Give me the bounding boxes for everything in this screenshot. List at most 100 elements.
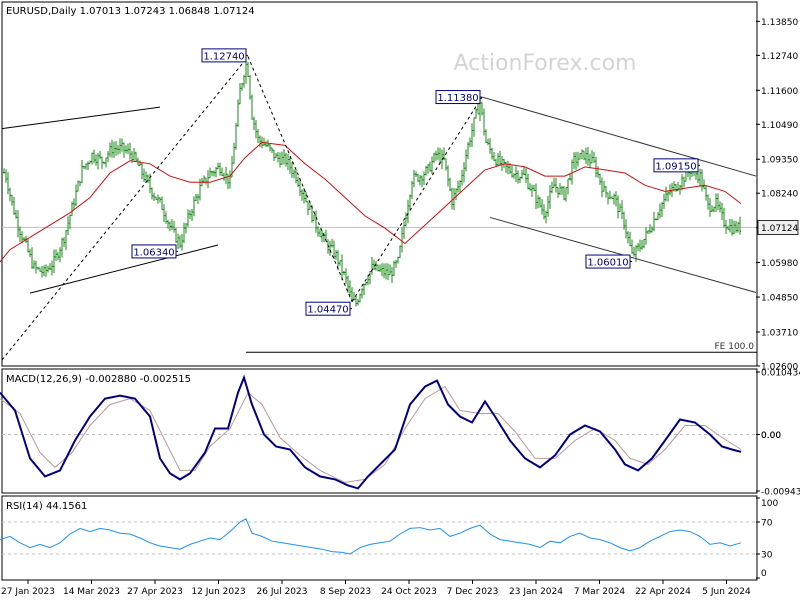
ohlc-bar [263,137,265,146]
ohlc-bar [65,229,67,251]
ohlc-bar [709,197,711,217]
ohlc-bar [183,222,185,244]
ohlc-bar [637,242,639,251]
ohlc-bar [185,223,187,234]
ohlc-bar [161,196,163,211]
ohlc-bar [443,147,445,161]
ohlc-bar [721,202,723,221]
ohlc-bar [467,142,469,160]
ohlc-bar [387,263,389,281]
ohlc-bar [403,221,405,239]
ohlc-bar [469,137,471,148]
ohlc-bar [133,148,135,161]
ohlc-bar [499,150,501,166]
ohlc-bar [153,192,155,202]
price-tick-label: 1.04850 [761,294,798,304]
ohlc-bar [371,257,373,275]
ohlc-bar [71,201,73,217]
ohlc-bar [245,60,247,84]
ohlc-bar [409,194,411,211]
ohlc-bar [259,135,261,148]
ohlc-bar [701,169,703,192]
macd-panel: MACD(12,26,9) -0.002880 -0.002515 [0,374,757,490]
ohlc-bar [169,221,171,232]
ohlc-bar [221,167,223,177]
ohlc-bar [115,141,117,156]
ohlc-bar [449,177,451,192]
ohlc-bar [711,205,713,213]
ohlc-bar [575,151,577,170]
ohlc-bar [567,178,569,195]
ohlc-bar [597,166,599,178]
price-annotation-label: 1.06340 [133,247,174,258]
ohlc-bar [723,207,725,228]
price-annotations: 1.12740 1.11380 1.09150 1.06340 1.06010 1.044… [131,48,700,316]
ohlc-bar [125,145,127,154]
ohlc-bar [313,214,315,221]
trend-line [481,96,757,177]
ohlc-bar [631,239,633,254]
date-tick-label: 7 Dec 2023 [447,587,499,597]
ohlc-bar [561,185,563,195]
ohlc-bar [113,141,115,158]
price-annotation: 1.11380 [435,90,482,105]
price-annotation-label: 1.06010 [587,258,628,269]
ohlc-bar [109,142,111,158]
ohlc-bar [163,204,165,223]
ohlc-bar [719,201,721,213]
ohlc-bar [589,153,591,169]
ohlc-bar [97,153,99,170]
ohlc-bar [257,128,259,144]
ohlc-bar [473,117,475,137]
macd-tick-label: 0.00 [761,431,781,441]
ohlc-bar [617,195,619,219]
rsi-tick-label: 70 [761,519,773,529]
price-tick-label: 1.10490 [761,121,798,131]
ohlc-bar [493,151,495,162]
ohlc-bar [639,239,641,252]
price-annotation-label: 1.09150 [655,161,696,172]
price-tick-label: 1.11600 [761,87,798,97]
ohlc-bar [317,226,319,237]
ohlc-bar [445,158,447,171]
ohlc-bar [457,180,459,193]
price-annotation-label: 1.11380 [437,93,478,104]
rsi-line [0,518,742,555]
ohlc-bar [717,193,719,210]
ohlc-bar [99,150,101,160]
ohlc-bar [247,61,249,77]
ohlc-bar [253,116,255,131]
ohlc-bar [657,211,659,220]
ohlc-bar [343,270,345,276]
ohlc-bar [649,224,651,234]
ohlc-bar [157,194,159,204]
ohlc-bar [553,177,555,188]
ohlc-bar [177,233,179,250]
ohlc-bar [141,163,143,180]
ohlc-bar [707,194,709,210]
ohlc-bar [627,231,629,244]
ohlc-bar [53,249,55,274]
ohlc-bar [433,152,435,163]
current-price-label: 1.07124 [761,224,798,234]
ohlc-bar [585,147,587,165]
ohlc-bar [459,180,461,194]
ohlc-bar [55,249,57,262]
ohlc-bar [193,196,195,217]
ohlc-bar [107,151,109,163]
ohlc-bar [437,147,439,160]
ohlc-bar [249,75,251,100]
ohlc-bar [399,245,401,259]
ohlc-bar [297,176,299,188]
rsi-panel: RSI(14) 44.1561 [0,501,757,555]
ohlc-bar [431,156,433,175]
ohlc-bar [35,260,37,274]
ohlc-bar [727,225,729,230]
ohlc-bar [229,170,231,189]
ohlc-bar [545,210,547,224]
ohlc-bar [171,219,173,230]
ohlc-bar [447,165,449,187]
ohlc-bar [487,138,489,146]
ohlc-bar [565,187,567,202]
ohlc-bar [63,236,65,248]
